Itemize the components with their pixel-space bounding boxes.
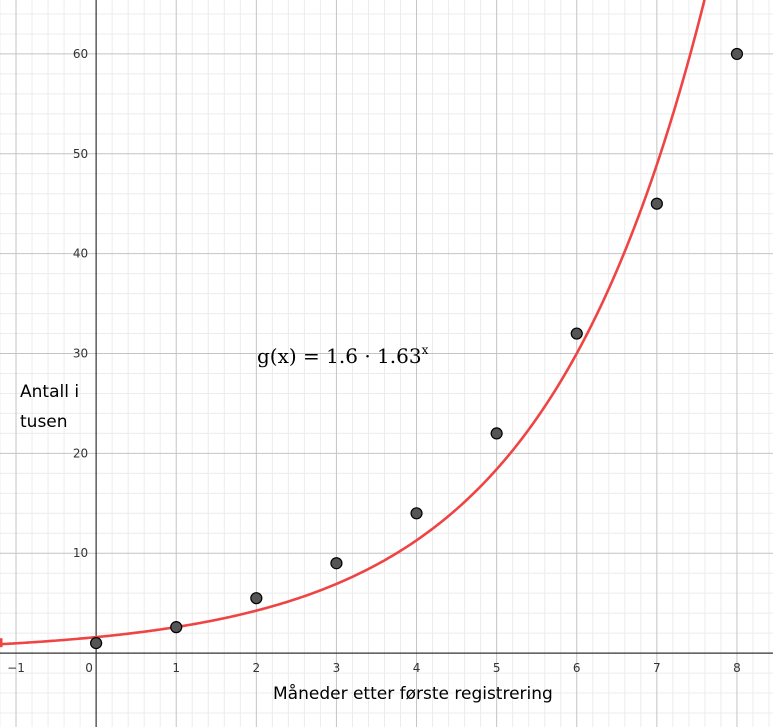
y-tick-label: 10 xyxy=(73,546,88,560)
y-tick-label: 40 xyxy=(73,247,88,261)
function-curve xyxy=(0,0,706,646)
x-tick-label: 4 xyxy=(413,661,421,675)
function-curve-group xyxy=(0,0,706,648)
data-point xyxy=(170,621,183,634)
function-annotation: g(x) = 1.6 · 1.63x xyxy=(257,343,428,368)
function-start-marker xyxy=(0,638,3,648)
x-tick-label: 6 xyxy=(573,661,581,675)
data-point xyxy=(650,197,663,210)
function-exponent: x xyxy=(421,343,429,357)
data-point xyxy=(410,507,423,520)
x-tick-label: 8 xyxy=(733,661,741,675)
equals-sign: = xyxy=(303,344,320,368)
x-tick-label: 1 xyxy=(172,661,180,675)
x-axis-label: Måneder etter første registrering xyxy=(273,684,553,704)
y-axis-label: Antall i tusen xyxy=(20,382,80,432)
y-tick-label: 30 xyxy=(73,347,88,361)
data-point xyxy=(330,557,343,570)
x-tick-label: 5 xyxy=(493,661,501,675)
function-expression: 1.6 · 1.63 xyxy=(326,344,422,368)
x-tick-label: 0 xyxy=(85,661,93,675)
y-tick-label: 50 xyxy=(73,147,88,161)
x-tick-label: 7 xyxy=(653,661,661,675)
x-tick-label: 3 xyxy=(333,661,341,675)
data-point xyxy=(250,592,263,605)
data-point xyxy=(730,47,744,61)
y-tick-label: 20 xyxy=(73,446,88,460)
function-name: g(x) xyxy=(257,344,297,368)
data-points xyxy=(90,47,744,650)
y-tick-label: 60 xyxy=(73,47,88,61)
x-tick-label: −1 xyxy=(7,661,25,675)
x-tick-label: 2 xyxy=(253,661,261,675)
data-point xyxy=(90,637,103,650)
data-point xyxy=(570,327,583,340)
data-point xyxy=(490,427,503,440)
tick-labels: −1 0 1 2 3 4 5 6 7 8 10 20 30 40 50 60 xyxy=(7,47,741,675)
